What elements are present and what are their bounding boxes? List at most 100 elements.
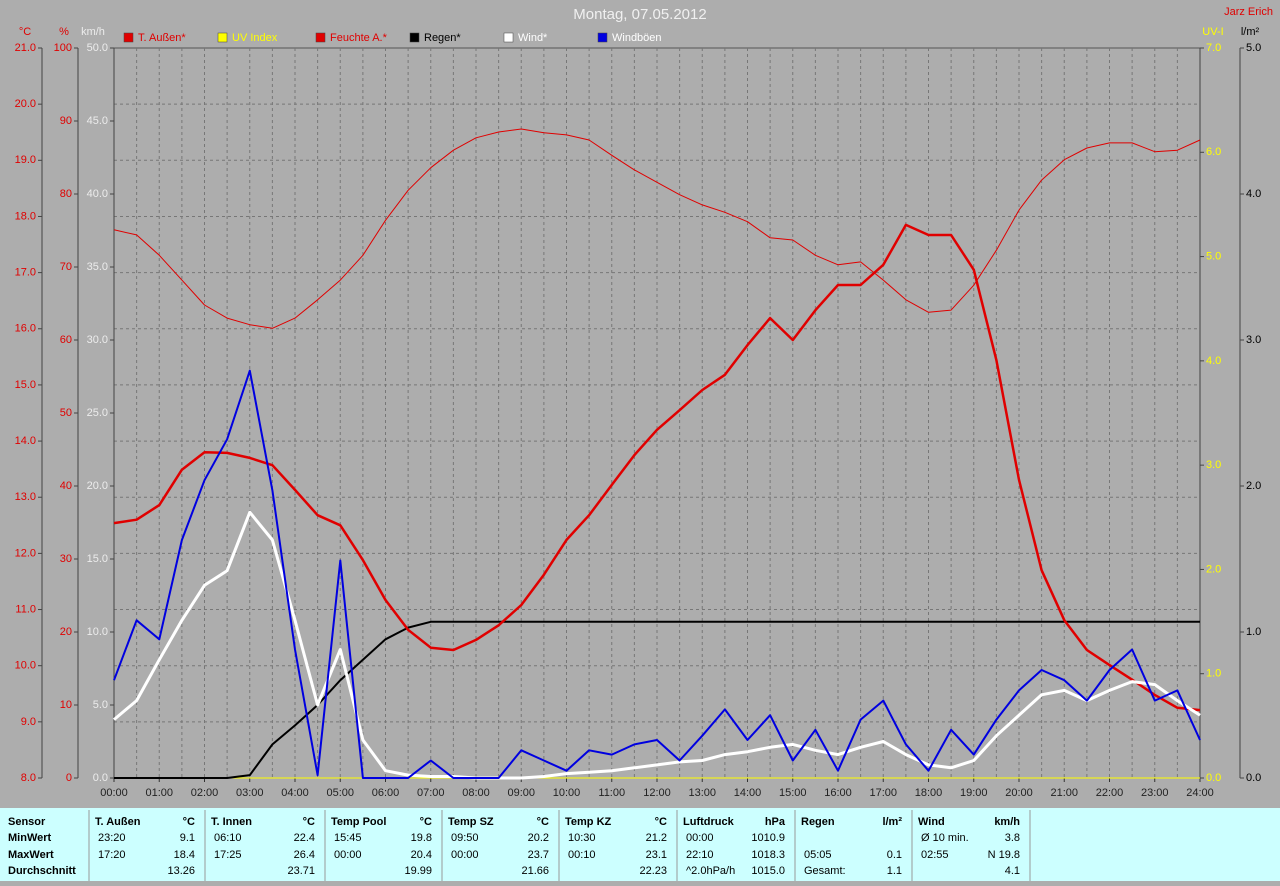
cell-time: 23:20 (98, 832, 126, 844)
column-unit: °C (183, 816, 195, 828)
y-tick-label: 50 (60, 407, 72, 419)
y-tick-label: 30 (60, 553, 72, 565)
cell-value: 9.1 (180, 832, 195, 844)
legend-label: T. Außen* (138, 32, 186, 44)
series-line (113, 223, 1201, 712)
y-tick-label: 25.0 (87, 407, 108, 419)
y-tick-label: 14.0 (15, 435, 36, 447)
cell-time: 09:50 (451, 832, 479, 844)
cell-time: 17:25 (214, 849, 242, 861)
legend-label: Regen* (424, 32, 461, 44)
y-tick-label: 11.0 (15, 603, 36, 615)
y-tick-label: 12.0 (15, 547, 36, 559)
x-tick-label: 07:00 (417, 787, 445, 799)
annotation: Jarz Erich (1224, 6, 1273, 18)
x-tick-label: 12:00 (643, 787, 671, 799)
x-tick-label: 13:00 (688, 787, 716, 799)
column-header: Wind (918, 816, 945, 828)
cell-value: 1010.9 (751, 832, 785, 844)
cell-time: 02:55 (921, 849, 949, 861)
cell-time: 00:10 (568, 849, 596, 861)
cell-value: 1.1 (887, 865, 902, 877)
row-label: Sensor (8, 816, 46, 828)
series-line (114, 620, 1200, 779)
legend-swatch (123, 32, 134, 43)
cell-value: 13.26 (167, 865, 195, 877)
y-tick-label: 4.0 (1206, 355, 1221, 367)
cell-value: 23.1 (646, 849, 667, 861)
y-tick-label: 19.0 (15, 154, 36, 166)
column-header: Temp Pool (331, 816, 386, 828)
cell-time: 00:00 (686, 832, 714, 844)
axis-label: °C (19, 26, 31, 38)
legend-label: Feuchte A.* (330, 32, 388, 44)
column-unit: °C (420, 816, 432, 828)
x-tick-label: 10:00 (553, 787, 581, 799)
y-tick-label: 15.0 (15, 379, 36, 391)
y-tick-label: 35.0 (87, 261, 108, 273)
y-tick-label: 40 (60, 480, 72, 492)
y-tick-label: 5.0 (1206, 250, 1221, 262)
cell-time: Gesamt: (804, 865, 846, 877)
cell-time: 17:20 (98, 849, 126, 861)
y-tick-label: 60 (60, 334, 72, 346)
x-tick-label: 08:00 (462, 787, 490, 799)
y-tick-label: 0.0 (1246, 772, 1261, 784)
x-tick-label: 15:00 (779, 787, 807, 799)
y-tick-label: 7.0 (1206, 42, 1221, 54)
y-tick-label: 30.0 (87, 334, 108, 346)
cell-time: 00:00 (334, 849, 362, 861)
axis-label: % (59, 26, 69, 38)
y-tick-label: 17.0 (15, 267, 36, 279)
cell-time: ^2.0hPa/h (686, 865, 735, 877)
cell-value: 21.66 (521, 865, 549, 877)
y-tick-label: 0.0 (1206, 772, 1221, 784)
cell-time: 06:10 (214, 832, 242, 844)
legend-swatch (409, 32, 420, 43)
legend-swatch (217, 32, 228, 43)
cell-value: 1018.3 (751, 849, 785, 861)
x-tick-label: 11:00 (598, 787, 625, 799)
y-tick-label: 0.0 (93, 772, 108, 784)
y-tick-label: 20 (60, 626, 72, 638)
chart-title: Montag, 07.05.2012 (573, 6, 706, 23)
y-tick-label: 10.0 (15, 660, 36, 672)
cell-value: 0.1 (887, 849, 902, 861)
cell-value: N 19.8 (988, 849, 1020, 861)
cell-time: 15:45 (334, 832, 362, 844)
cell-value: 23.71 (287, 865, 315, 877)
column-unit: °C (303, 816, 315, 828)
column-header: Luftdruck (683, 816, 735, 828)
x-tick-label: 05:00 (326, 787, 354, 799)
cell-value: 22.4 (294, 832, 315, 844)
series-line (113, 510, 1201, 780)
cell-time: 05:05 (804, 849, 832, 861)
y-tick-label: 40.0 (87, 188, 108, 200)
x-tick-label: 23:00 (1141, 787, 1169, 799)
legend-label: Windböen (612, 32, 662, 44)
row-label: MinWert (8, 832, 52, 844)
x-tick-label: 02:00 (191, 787, 219, 799)
x-tick-label: 00:00 (100, 787, 128, 799)
x-tick-label: 04:00 (281, 787, 309, 799)
cell-value: 19.8 (411, 832, 432, 844)
x-tick-label: 19:00 (960, 787, 988, 799)
y-tick-label: 20.0 (15, 98, 36, 110)
y-tick-label: 70 (60, 261, 72, 273)
y-tick-label: 10.0 (87, 626, 108, 638)
y-tick-label: 2.0 (1206, 563, 1221, 575)
x-tick-label: 06:00 (372, 787, 400, 799)
x-tick-label: 24:00 (1186, 787, 1214, 799)
cell-value: 3.8 (1005, 832, 1020, 844)
cell-time: 10:30 (568, 832, 596, 844)
x-tick-label: 01:00 (145, 787, 173, 799)
legend-swatch (597, 32, 608, 43)
y-tick-label: 13.0 (15, 491, 36, 503)
cell-value: 23.7 (528, 849, 549, 861)
legend-swatch (503, 32, 514, 43)
x-tick-label: 21:00 (1050, 787, 1078, 799)
x-tick-label: 18:00 (915, 787, 943, 799)
x-tick-label: 20:00 (1005, 787, 1033, 799)
